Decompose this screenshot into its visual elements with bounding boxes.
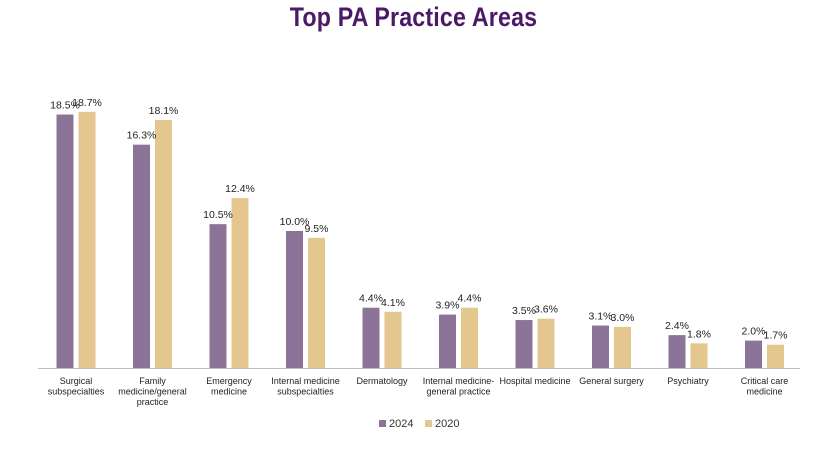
value-label-2024-8: 2.4% (665, 320, 689, 332)
value-label-2024-1: 16.3% (127, 130, 157, 142)
bar-2024-5 (439, 314, 456, 368)
value-label-2020-2: 12.4% (225, 183, 255, 195)
category-label-2: Emergency medicine (206, 376, 252, 397)
legend-label-2024: 2024 (389, 418, 413, 430)
bar-2020-0 (78, 111, 96, 368)
category-label-9: Critical care medicine (741, 376, 789, 397)
bar-2024-2 (209, 224, 227, 368)
category-labels-layer: Surgical subspecialties Family medicine/gen… (48, 376, 789, 407)
bar-2024-7 (592, 325, 609, 368)
bar-2024-3 (286, 231, 303, 368)
category-label-6: Hospital medicine (499, 376, 570, 386)
bar-2020-3 (308, 237, 325, 368)
value-label-2020-4: 4.1% (381, 297, 405, 309)
category-label-7: General surgery (579, 376, 644, 386)
bar-2020-6 (537, 318, 555, 368)
value-label-2020-8: 1.8% (687, 328, 711, 340)
legend-swatch-2020 (425, 420, 432, 427)
bar-2020-5 (461, 307, 478, 368)
bar-2020-4 (384, 311, 402, 368)
category-label-8: Psychiatry (667, 376, 709, 386)
bars-layer (56, 111, 784, 368)
value-labels-layer: 18.5%16.3%10.5%10.0%4.4%3.9% 3.5% 3.1%2.4%… (50, 97, 787, 342)
value-label-2020-7: 3.0% (611, 312, 635, 324)
legend: 2024 2020 (379, 418, 459, 430)
bar-2024-6 (515, 320, 533, 368)
value-label-2024-6: 3.5% (512, 305, 536, 317)
value-label-2024-5: 3.9% (436, 300, 460, 312)
value-label-2024-4: 4.4% (359, 293, 383, 305)
category-label-1: Family medicine/general practice (118, 376, 187, 407)
bar-2020-9 (767, 344, 784, 368)
bar-2024-0 (56, 114, 74, 368)
bar-2024-9 (745, 340, 762, 368)
value-label-2024-0: 18.5% (50, 100, 80, 112)
value-label-2024-7: 3.1% (589, 311, 613, 323)
bar-2024-1 (133, 144, 150, 368)
bar-2024-8 (668, 335, 686, 368)
value-label-2020-3: 9.5% (305, 223, 329, 235)
value-label-2020-1: 18.1% (149, 105, 179, 117)
value-label-2020-9: 1.7% (764, 330, 788, 342)
value-label-2024-3: 10.0% (280, 216, 310, 228)
value-label-2020-6: 3.6% (534, 304, 558, 316)
chart-title: Top PA Practice Areas (289, 2, 538, 32)
bar-2020-2 (231, 198, 249, 368)
value-label-2020-0: 18.7% (72, 97, 102, 109)
value-label-2024-9: 2.0% (742, 326, 766, 338)
category-label-5: Internal medicine-general practice (423, 376, 495, 397)
category-label-0: Surgical subspecialties (48, 376, 105, 397)
bar-2020-1 (155, 120, 172, 368)
bar-2020-8 (690, 343, 708, 368)
value-label-2024-2: 10.5% (203, 209, 233, 221)
bar-2024-4 (362, 307, 380, 368)
bar-2020-7 (614, 326, 631, 368)
category-label-4: Dermatology (356, 376, 408, 386)
category-label-3: Internal medicine subspecialties (271, 376, 340, 397)
legend-swatch-2024 (379, 420, 386, 427)
value-label-2020-5: 4.4% (458, 293, 482, 305)
legend-label-2020: 2020 (435, 418, 459, 430)
